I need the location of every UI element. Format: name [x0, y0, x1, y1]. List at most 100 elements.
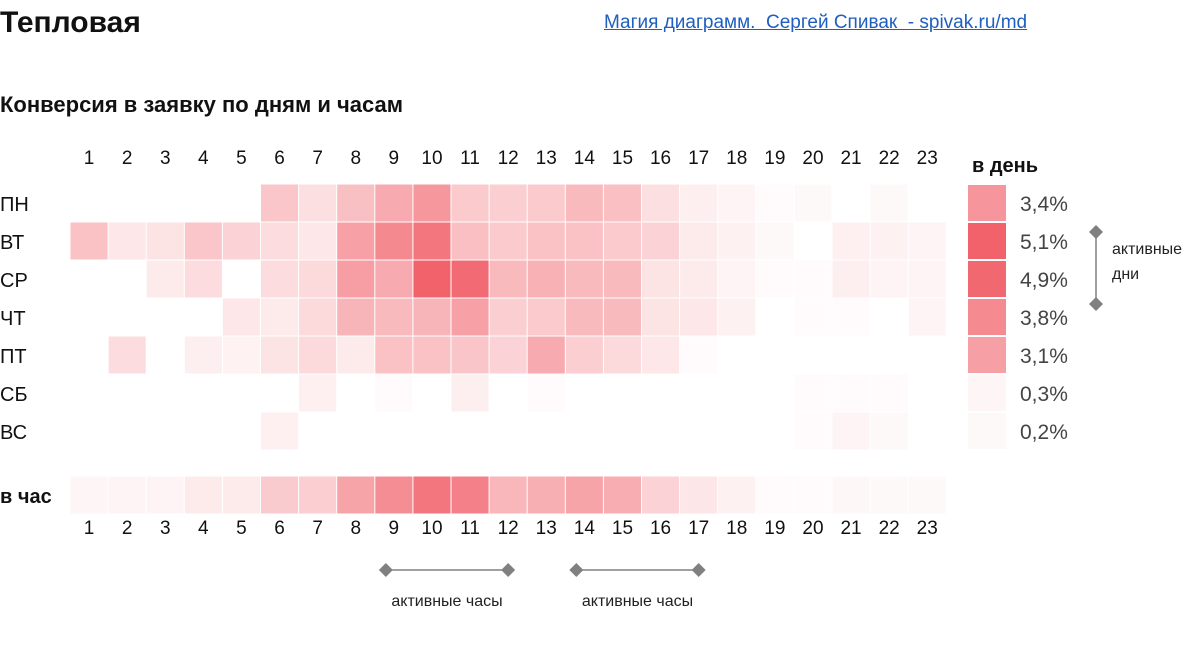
heatmap-cell	[870, 184, 908, 222]
per-hour-cell	[413, 476, 451, 514]
hour-label-bottom: 10	[421, 518, 442, 539]
per-hour-cell	[908, 476, 946, 514]
per-hour-cell	[642, 476, 680, 514]
heatmap-cell	[870, 222, 908, 260]
heatmap-cell	[299, 298, 337, 336]
heatmap-cell	[375, 222, 413, 260]
heatmap-cell	[261, 412, 299, 450]
heatmap-cell	[222, 222, 260, 260]
hour-label-top: 22	[879, 148, 900, 169]
heatmap-cell	[337, 260, 375, 298]
hour-label-top: 23	[917, 148, 938, 169]
heatmap-cell	[642, 184, 680, 222]
hour-label-bottom: 17	[688, 518, 709, 539]
heatmap-cell	[565, 184, 603, 222]
hour-label-top: 13	[536, 148, 557, 169]
heatmap-cell	[299, 184, 337, 222]
heatmap-cell	[375, 260, 413, 298]
source-link[interactable]: Магия диаграмм. Сергей Спивак - spivak.r…	[604, 12, 1028, 33]
heatmap-cell	[337, 222, 375, 260]
heatmap-cell	[565, 298, 603, 336]
heatmap-cell	[794, 298, 832, 336]
day-label: ЧТ	[0, 308, 26, 330]
hour-label-bottom: 1	[84, 518, 95, 539]
heatmap-cell	[794, 260, 832, 298]
day-label: СБ	[0, 384, 28, 406]
heatmap-cell	[718, 260, 756, 298]
per-hour-cell	[603, 476, 641, 514]
heatmap-cell	[489, 298, 527, 336]
page-title: Тепловая	[0, 6, 141, 39]
hour-label-top: 16	[650, 148, 671, 169]
hour-label-bottom: 16	[650, 518, 671, 539]
hour-label-top: 3	[160, 148, 171, 169]
per-hour-cell	[870, 476, 908, 514]
heatmap-cell	[527, 336, 565, 374]
per-hour-cell	[70, 476, 108, 514]
heatmap-cell	[451, 374, 489, 412]
heatmap-cell	[451, 222, 489, 260]
day-label: ПТ	[0, 346, 27, 368]
heatmap-cell	[756, 260, 794, 298]
hour-label-top: 14	[574, 148, 596, 169]
heatmap-cell	[870, 260, 908, 298]
per-day-value: 3,1%	[1020, 345, 1068, 368]
heatmap-cell	[565, 222, 603, 260]
hour-label-bottom: 19	[764, 518, 785, 539]
heatmap-cell	[680, 184, 718, 222]
heatmap-cell	[261, 222, 299, 260]
heatmap-cell	[146, 222, 184, 260]
heatmap-cell	[603, 298, 641, 336]
hour-label-bottom: 21	[840, 518, 861, 539]
active-days-text: дни	[1112, 266, 1139, 283]
chart-title: Конверсия в заявку по дням и часам	[0, 92, 403, 117]
hour-label-bottom: 6	[274, 518, 285, 539]
heatmap-cell	[565, 336, 603, 374]
hour-label-bottom: 7	[312, 518, 323, 539]
per-day-cell	[968, 337, 1006, 373]
heatmap-cell	[832, 298, 870, 336]
heatmap-cell	[603, 336, 641, 374]
heatmap-cell	[527, 222, 565, 260]
per-day-cell	[968, 413, 1006, 449]
heatmap-cell	[756, 184, 794, 222]
day-label: ВС	[0, 422, 27, 444]
hour-label-top: 11	[460, 148, 480, 169]
hour-label-top: 21	[840, 148, 861, 169]
hour-label-top: 12	[498, 148, 519, 169]
per-day-cell	[968, 185, 1006, 221]
heatmap-cell	[261, 184, 299, 222]
heatmap-cell	[184, 336, 222, 374]
heatmap-cell	[451, 260, 489, 298]
per-day-value: 3,4%	[1020, 193, 1068, 216]
annotation-marker	[1089, 297, 1103, 311]
per-hour-cell	[375, 476, 413, 514]
heatmap-cell	[337, 298, 375, 336]
per-hour-cell	[527, 476, 565, 514]
heatmap-cell	[870, 412, 908, 450]
day-label: ВТ	[0, 232, 24, 254]
day-label: СР	[0, 270, 28, 292]
per-hour-cell	[832, 476, 870, 514]
heatmap-cell	[299, 336, 337, 374]
heatmap-cell	[908, 222, 946, 260]
per-hour-label: в час	[0, 486, 52, 508]
heatmap-cell	[603, 222, 641, 260]
heatmap-cell	[718, 184, 756, 222]
per-hour-cell	[680, 476, 718, 514]
per-hour-cell	[756, 476, 794, 514]
heatmap-cell	[908, 298, 946, 336]
heatmap-cell	[413, 184, 451, 222]
heatmap-cell	[832, 412, 870, 450]
heatmap-cell	[70, 222, 108, 260]
heatmap-cell	[184, 222, 222, 260]
heatmap-cell	[261, 298, 299, 336]
hour-label-top: 15	[612, 148, 633, 169]
heatmap-cell	[451, 298, 489, 336]
heatmap-cell	[413, 260, 451, 298]
hour-label-bottom: 20	[802, 518, 823, 539]
heatmap-cell	[451, 184, 489, 222]
per-hour-cell	[794, 476, 832, 514]
heatmap-cell	[261, 260, 299, 298]
hour-label-bottom: 5	[236, 518, 247, 539]
